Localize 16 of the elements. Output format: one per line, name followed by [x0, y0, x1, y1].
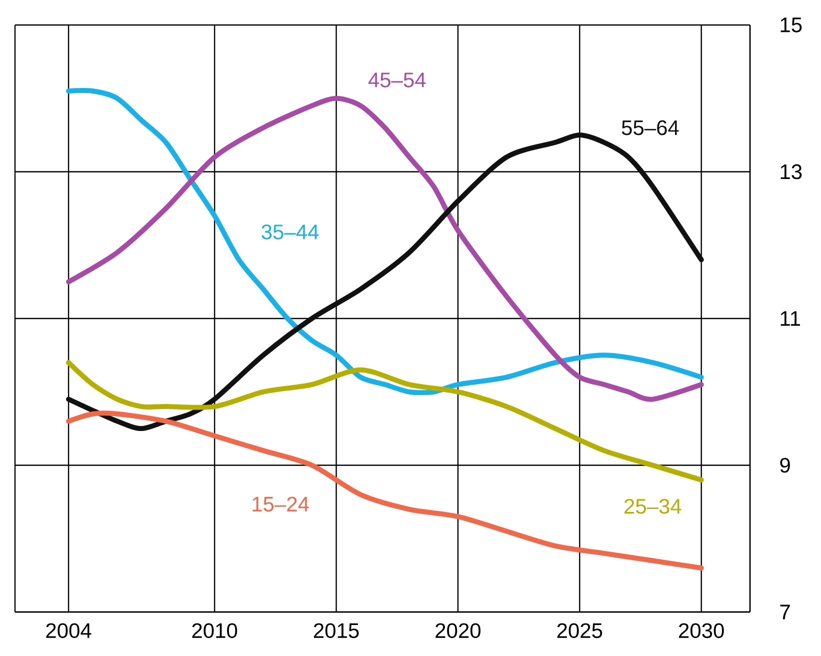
- series-label: 45–54: [368, 72, 426, 88]
- x-tick-label: 2020: [436, 623, 480, 638]
- series-label: 15–24: [252, 496, 309, 512]
- x-tick-label: 2010: [192, 623, 238, 638]
- series-label: 35–44: [262, 224, 319, 240]
- y-tick-label: 15: [780, 18, 802, 32]
- y-tick-label: 9: [780, 458, 790, 473]
- y-tick-label: 11: [780, 311, 800, 326]
- x-tick-label: 2004: [46, 623, 92, 638]
- x-tick-label: 2015: [314, 623, 359, 638]
- series-label: 55–64: [622, 120, 679, 136]
- series-label: 25–34: [624, 498, 682, 514]
- x-tick-label: 2025: [557, 623, 602, 638]
- y-tick-label: 13: [780, 164, 802, 180]
- y-tick-label: 7: [780, 604, 790, 620]
- x-tick-label: 2030: [679, 623, 724, 638]
